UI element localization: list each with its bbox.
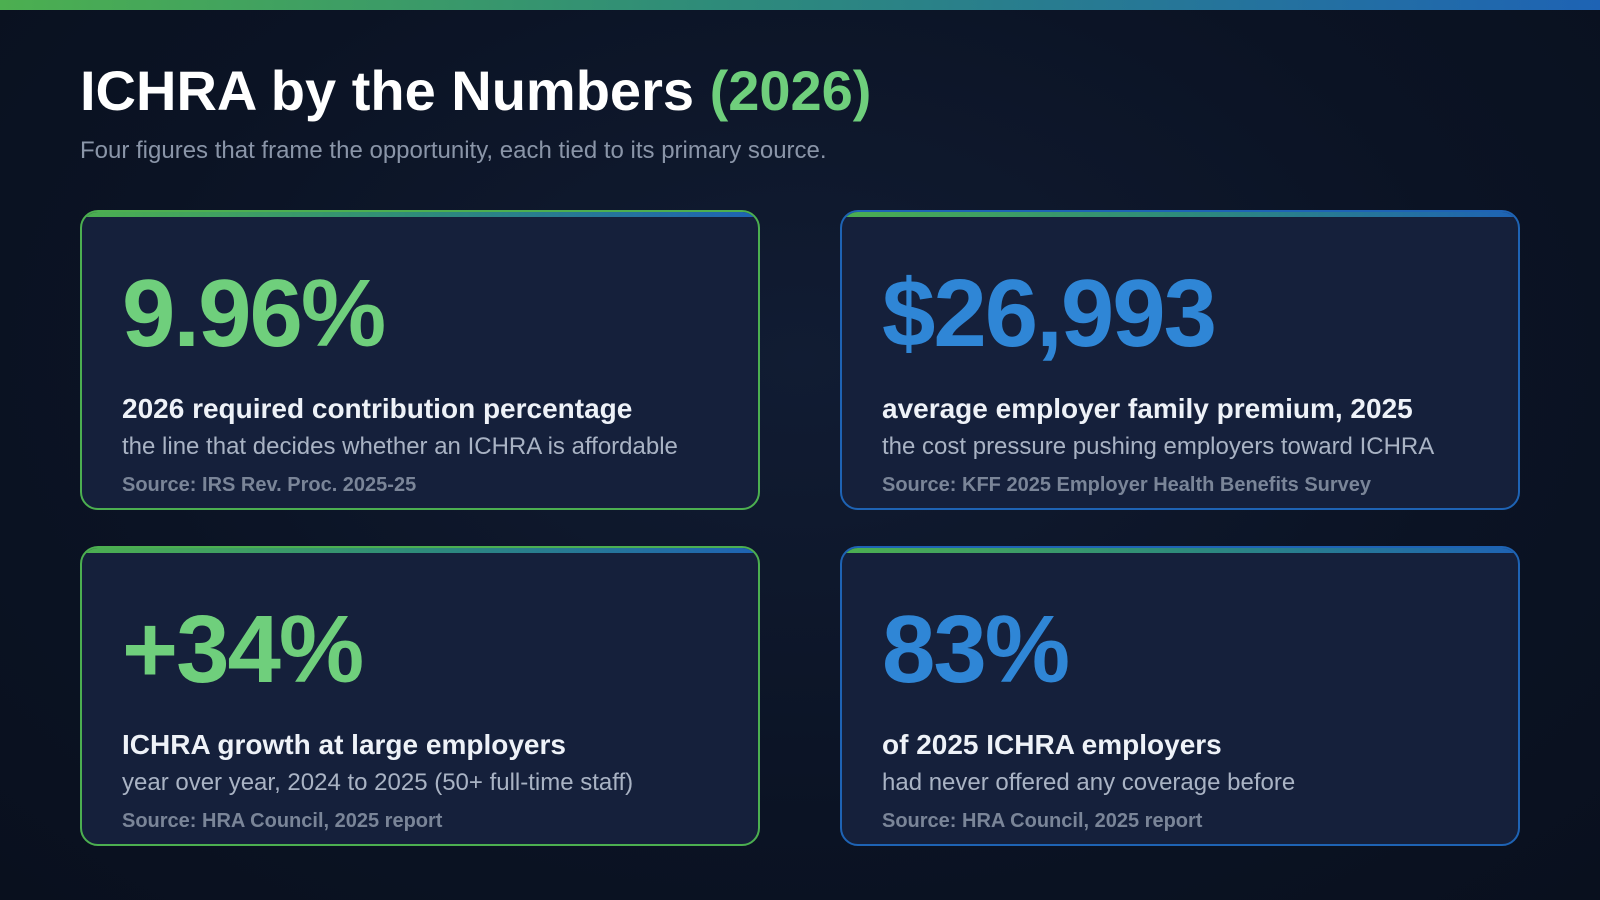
stat-value: $26,993 <box>882 260 1217 367</box>
card-accent-line <box>842 548 1518 553</box>
stat-value: 9.96% <box>122 260 386 367</box>
stat-label: 2026 required contribution percentage <box>122 393 633 424</box>
stat-label: of 2025 ICHRA employers <box>882 729 1222 760</box>
stat-label: ICHRA growth at large employers <box>122 729 566 760</box>
stat-source: Source: KFF 2025 Employer Health Benefit… <box>882 474 1372 496</box>
stat-description: the line that decides whether an ICHRA i… <box>122 433 678 460</box>
stat-label: average employer family premium, 2025 <box>882 393 1413 424</box>
page-header: ICHRA by the Numbers (2026) Four figures… <box>80 58 1520 166</box>
page-subtitle: Four figures that frame the opportunity,… <box>80 137 827 164</box>
page-title: ICHRA by the Numbers (2026) <box>80 58 1520 124</box>
title-text: ICHRA by the Numbers <box>80 59 695 122</box>
card-accent-line <box>82 548 758 553</box>
stats-grid: 9.96% 2026 required contribution percent… <box>80 210 1520 846</box>
stat-card-premium: $26,993 average employer family premium,… <box>840 210 1520 510</box>
stat-description: the cost pressure pushing employers towa… <box>882 433 1435 460</box>
top-accent-bar <box>0 0 1600 10</box>
stat-card-contribution: 9.96% 2026 required contribution percent… <box>80 210 760 510</box>
stat-card-growth: +34% ICHRA growth at large employers yea… <box>80 546 760 846</box>
stat-card-first-coverage: 83% of 2025 ICHRA employers had never of… <box>840 546 1520 846</box>
stat-source: Source: HRA Council, 2025 report <box>882 810 1203 832</box>
stat-description: had never offered any coverage before <box>882 769 1296 796</box>
title-year: (2026) <box>709 59 872 122</box>
card-accent-line <box>82 212 758 217</box>
stat-source: Source: IRS Rev. Proc. 2025-25 <box>122 474 417 496</box>
stat-value: 83% <box>882 596 1070 703</box>
stat-value: +34% <box>122 596 364 703</box>
stat-description: year over year, 2024 to 2025 (50+ full-t… <box>122 769 634 796</box>
card-accent-line <box>842 212 1518 217</box>
stat-source: Source: HRA Council, 2025 report <box>122 810 443 832</box>
